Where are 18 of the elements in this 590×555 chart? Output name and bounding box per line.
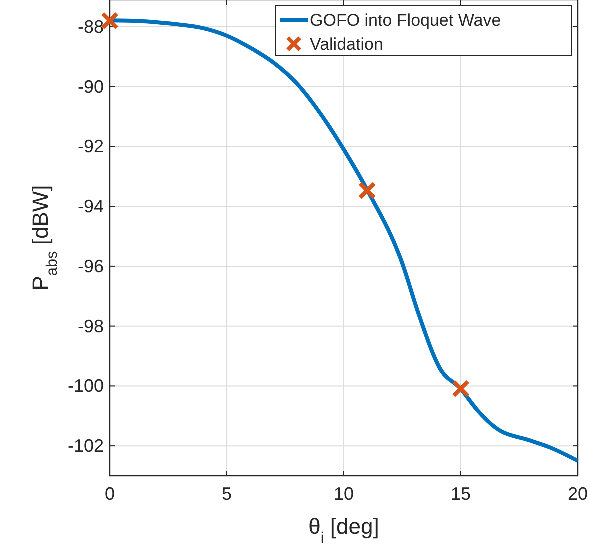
legend-label: GOFO into Floquet Wave [310,11,502,30]
y-tick-label: -98 [78,316,104,336]
x-axis-title: θ$_{i}$ [deg] [308,514,380,546]
x-tick-label: 10 [334,484,354,504]
x-tick-label: 15 [450,484,472,504]
legend-label: Validation [310,35,384,54]
point [358,182,376,200]
y-tick-label: -96 [78,256,104,276]
point [452,380,470,398]
y-tick-label: -94 [78,196,104,217]
y-tick-label: -90 [78,76,104,97]
y-tick-label: -92 [78,136,104,157]
x-tick-label: 5 [222,484,232,504]
y-tick-label: -102 [68,436,104,456]
x-tick-label: 0 [104,484,116,504]
y-tick-label: -88 [78,16,104,37]
y-tick-label: -100 [68,376,104,396]
x-tick-label: 20 [568,484,588,504]
